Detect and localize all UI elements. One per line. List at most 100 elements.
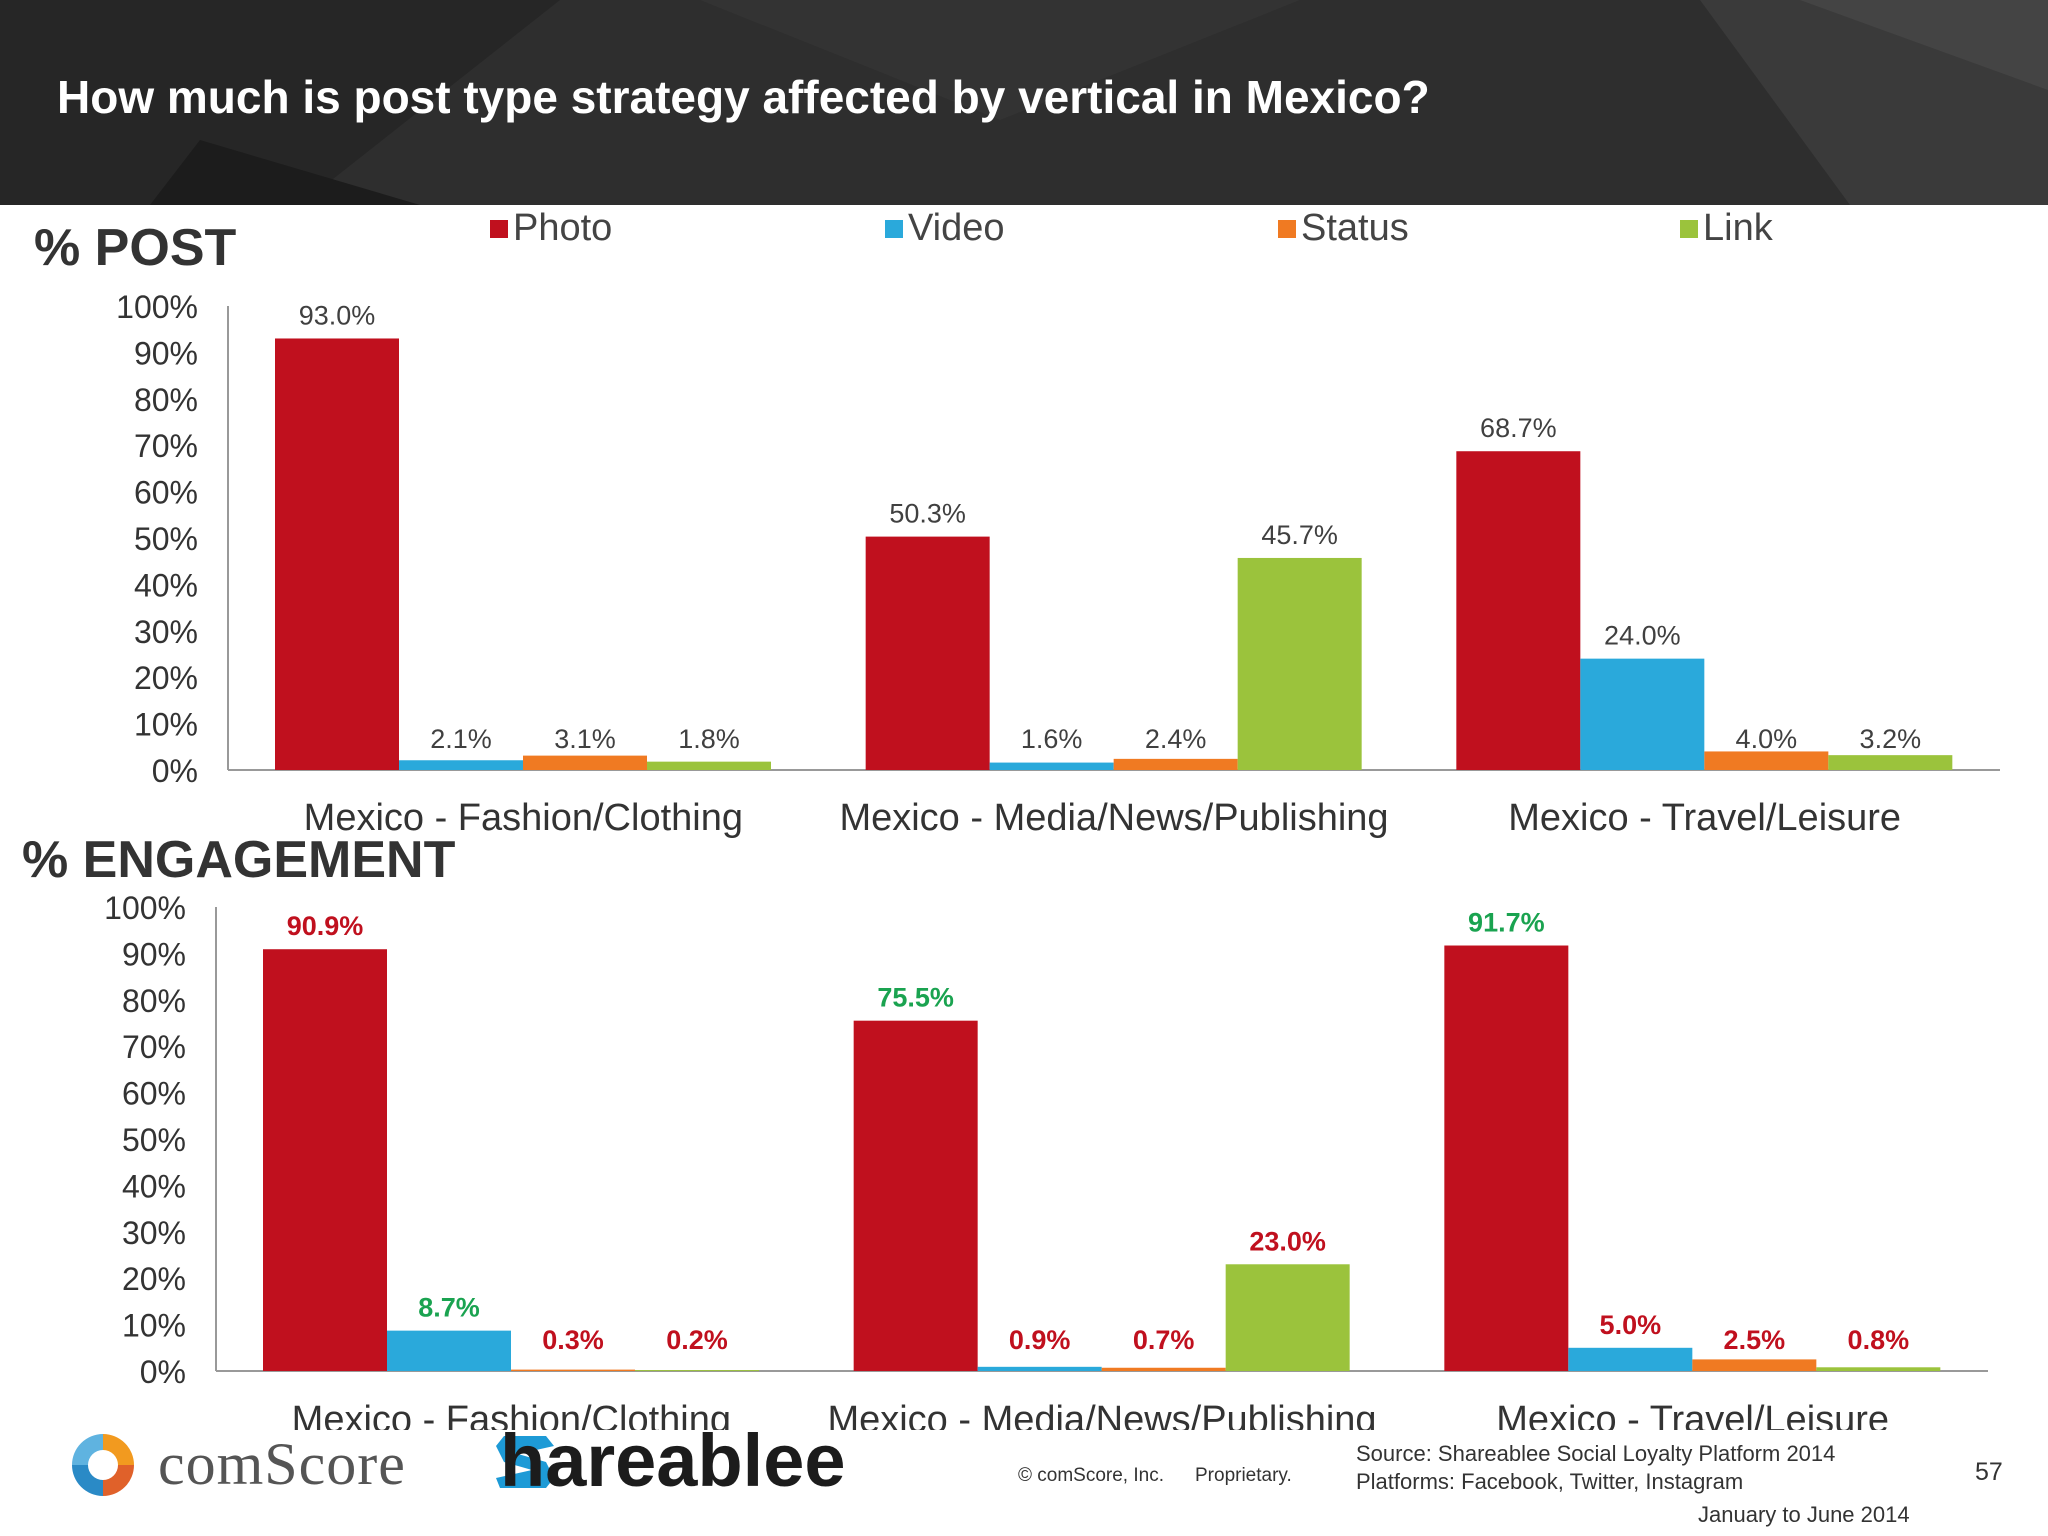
eng-bar-photo [263,949,387,1371]
eng-y-tick-label: 30% [122,1215,186,1251]
eng-data-label: 0.7% [1133,1325,1195,1355]
post-y-tick-label: 50% [134,521,198,557]
comscore-logo-icon [72,1434,134,1496]
eng-data-label: 23.0% [1249,1226,1326,1256]
eng-bar-photo [1444,945,1569,1371]
slide-header: How much is post type strategy affected … [0,0,2048,205]
legend-swatch-status [1278,219,1296,238]
legend-label-status: Status [1301,207,1409,249]
post-bar-status [1704,751,1829,770]
legend-label-link: Link [1703,207,1773,249]
post-chart: 0% 10% 20% 30% 40% 50% 60% 70% 80% 90% 100% 93.0% 2.… [116,289,2000,839]
eng-y-tick-label: 80% [122,983,186,1019]
post-data-label: 1.8% [678,724,740,754]
post-data-label: 2.4% [1145,724,1207,754]
post-data-label: 24.0% [1604,621,1681,651]
eng-data-label: 0.2% [666,1325,728,1355]
legend-item-video: Video [885,207,1005,250]
engagement-section-label: % ENGAGEMENT [22,831,456,889]
post-y-tick-label: 90% [134,335,198,371]
post-y-tick-label: 40% [134,567,198,603]
post-bar-video [1580,658,1705,770]
legend-item-photo: Photo [490,207,612,250]
post-data-label: 45.7% [1261,520,1338,550]
post-section-label: % POST [34,219,237,277]
legend-swatch-video [885,219,903,238]
post-bar-link [1828,755,1953,770]
eng-bar-link [1816,1367,1941,1371]
legend-swatch-photo [490,219,508,238]
post-y-tick-label: 80% [134,382,198,418]
post-bar-link [1237,557,1362,770]
shareablee-logo-icon [496,1436,554,1488]
eng-data-label: 5.0% [1600,1310,1662,1340]
source-note: Source: Shareablee Social Loyalty Platfo… [1356,1440,1835,1496]
eng-category-label: Mexico - Travel/Leisure [1496,1399,1889,1430]
eng-y-tick-label: 10% [122,1308,186,1344]
slide-title: How much is post type strategy affected … [57,71,1430,123]
eng-category-label: Mexico - Media/News/Publishing [827,1399,1376,1430]
post-y-tick-label: 60% [134,475,198,511]
eng-data-label: 90.9% [287,911,364,941]
legend-label-photo: Photo [513,207,613,249]
post-y-tick-label: 10% [134,707,198,743]
eng-y-tick-label: 0% [140,1354,186,1390]
eng-bar-video [977,1366,1102,1371]
eng-data-label: 8.7% [418,1293,480,1323]
eng-data-label: 0.8% [1848,1325,1910,1355]
eng-y-tick-label: 50% [122,1122,186,1158]
post-data-label: 1.6% [1021,724,1083,754]
eng-bar-video [1568,1347,1693,1371]
legend-item-status: Status [1278,207,1409,250]
eng-bar-status [1101,1367,1226,1371]
eng-bar-video [387,1330,511,1371]
header-background [0,0,2048,205]
eng-y-tick-label: 40% [122,1168,186,1204]
page-number: 57 [1975,1458,2003,1486]
source-line-1: Source: Shareablee Social Loyalty Platfo… [1356,1441,1836,1466]
engagement-chart: 0% 10% 20% 30% 40% 50% 60% 70% 80% 90% 100% 90.9% 8.… [104,890,1988,1430]
legend-swatch-link [1680,219,1698,238]
eng-data-label: 0.3% [542,1325,604,1355]
comscore-wordmark: comScore [158,1431,406,1497]
eng-data-label: 2.5% [1724,1325,1786,1355]
legend-item-link: Link [1680,207,1773,250]
eng-y-tick-label: 20% [122,1261,186,1297]
post-data-label: 68.7% [1480,413,1557,443]
post-bar-video [399,760,523,770]
chart-legend: Photo Video Status Link [0,207,2048,257]
post-bar-status [523,755,647,770]
post-data-label: 4.0% [1736,724,1798,754]
source-line-2: Platforms: Facebook, Twitter, Instagram [1356,1469,1744,1494]
eng-y-tick-label: 90% [122,936,186,972]
post-category-label: Mexico - Travel/Leisure [1508,797,1901,839]
post-data-label: 3.1% [554,724,616,754]
post-category-label: Mexico - Fashion/Clothing [304,797,743,839]
eng-y-tick-label: 60% [122,1076,186,1112]
eng-bar-photo [853,1020,978,1371]
eng-data-label: 75.5% [877,983,954,1013]
post-y-tick-label: 100% [116,289,198,325]
legend-label-video: Video [908,207,1005,249]
post-y-tick-label: 70% [134,428,198,464]
eng-data-label: 91.7% [1468,908,1545,938]
post-y-tick-label: 30% [134,614,198,650]
eng-data-label: 0.9% [1009,1325,1071,1355]
post-bar-photo [1456,451,1581,770]
post-data-label: 93.0% [299,300,376,330]
post-data-label: 50.3% [889,499,966,529]
eng-bar-link [1225,1264,1350,1371]
eng-bar-status [511,1369,635,1371]
post-data-label: 3.2% [1860,724,1922,754]
eng-bar-link [635,1370,759,1372]
post-bar-photo [865,536,990,770]
post-y-tick-label: 0% [152,753,198,789]
post-y-tick-label: 20% [134,660,198,696]
eng-bar-status [1692,1359,1817,1371]
date-range: January to June 2014 [1698,1502,1910,1527]
post-bar-video [989,762,1114,770]
eng-y-tick-label: 70% [122,1029,186,1065]
post-bar-link [647,761,771,770]
shareablee-wordmark: hareablee [500,1419,846,1502]
eng-y-tick-label: 100% [104,890,186,926]
